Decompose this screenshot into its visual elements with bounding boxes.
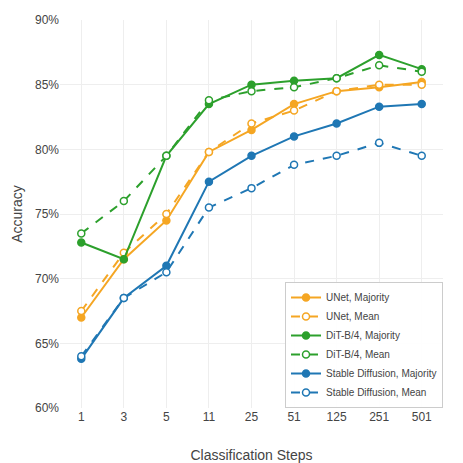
- svg-text:251: 251: [369, 410, 389, 424]
- svg-text:125: 125: [327, 410, 347, 424]
- svg-text:UNet, Majority: UNet, Majority: [326, 292, 389, 303]
- svg-text:UNet, Mean: UNet, Mean: [326, 311, 379, 322]
- svg-text:501: 501: [412, 410, 432, 424]
- svg-text:65%: 65%: [35, 337, 59, 351]
- svg-text:85%: 85%: [35, 78, 59, 92]
- svg-text:25: 25: [245, 410, 259, 424]
- svg-text:Classification Steps: Classification Steps: [190, 447, 312, 463]
- svg-text:75%: 75%: [35, 207, 59, 221]
- svg-text:DiT-B/4, Mean: DiT-B/4, Mean: [326, 349, 390, 360]
- svg-text:Stable Diffusion, Mean: Stable Diffusion, Mean: [326, 387, 426, 398]
- svg-text:5: 5: [163, 410, 170, 424]
- svg-text:11: 11: [203, 410, 216, 424]
- svg-text:90%: 90%: [35, 13, 59, 27]
- svg-text:3: 3: [120, 410, 127, 424]
- svg-text:51: 51: [287, 410, 301, 424]
- svg-text:Accuracy: Accuracy: [9, 185, 25, 243]
- svg-text:80%: 80%: [35, 143, 59, 157]
- svg-text:70%: 70%: [35, 272, 59, 286]
- svg-text:DiT-B/4, Majority: DiT-B/4, Majority: [326, 330, 400, 341]
- svg-text:60%: 60%: [35, 401, 59, 415]
- svg-text:1: 1: [78, 410, 85, 424]
- svg-text:Stable Diffusion, Majority: Stable Diffusion, Majority: [326, 368, 436, 379]
